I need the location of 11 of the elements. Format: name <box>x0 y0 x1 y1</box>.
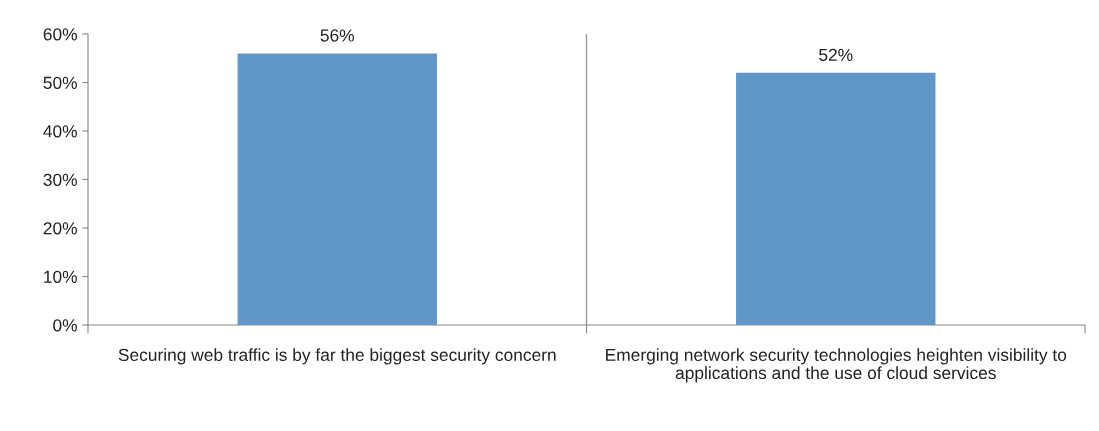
data-label: 52% <box>819 48 853 62</box>
y-tick-label: 60% <box>43 28 77 41</box>
x-tick-label: Emerging network security technologies heighten visibility to applications and the use of cloud services <box>606 348 1067 383</box>
y-tick-label: 50% <box>43 76 77 89</box>
data-label: 56% <box>320 29 355 42</box>
y-tick-label: 20% <box>43 222 77 235</box>
x-tick-label: Securing web traffic is by far the biggest security concern <box>118 348 556 365</box>
y-tick-label: 40% <box>43 125 77 138</box>
y-tick-label: 30% <box>43 173 77 186</box>
y-tick-label: 0% <box>53 319 77 332</box>
y-tick-label: 10% <box>44 270 77 283</box>
